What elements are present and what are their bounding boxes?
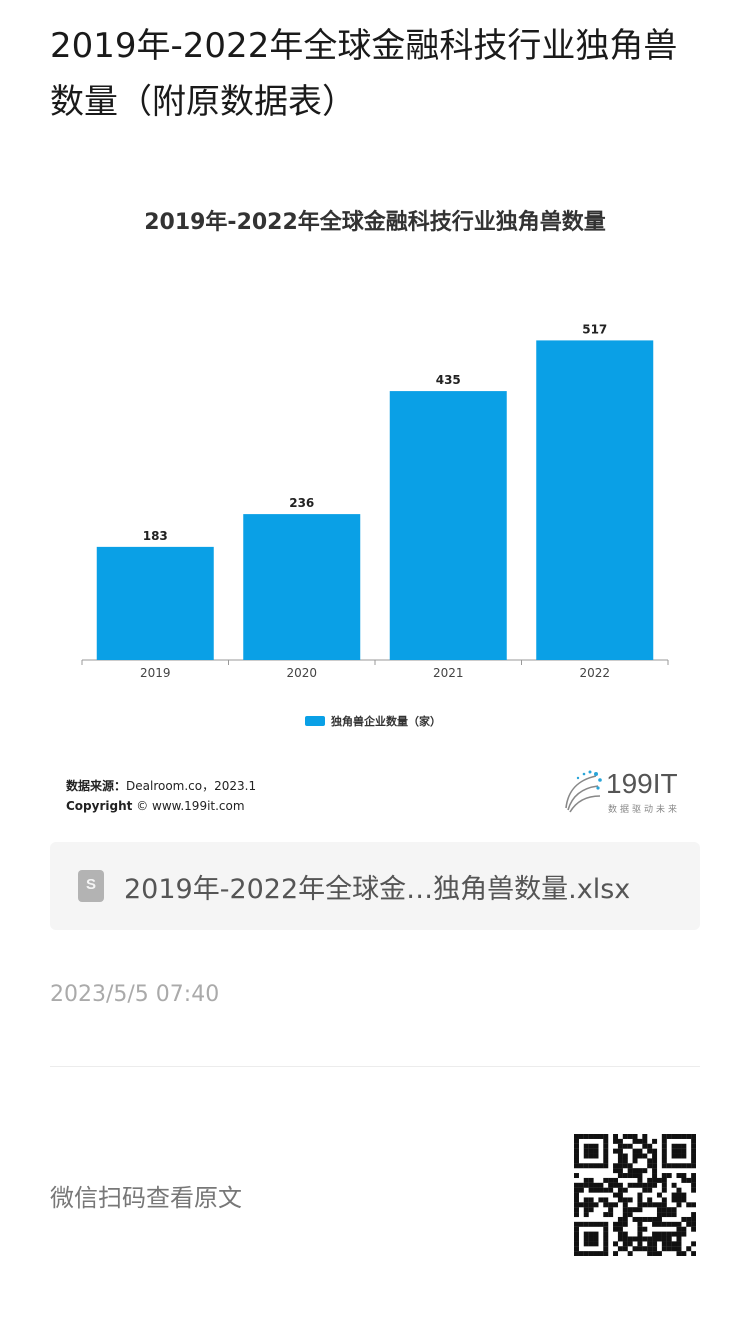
- bar-2021: [389, 391, 507, 660]
- chart-title: 2019年-2022年全球金融科技行业独角兽数量: [144, 210, 606, 235]
- chart-image: 2019年-2022年全球金融科技行业独角兽数量 183 2019 236 2020 4…: [50, 180, 700, 830]
- scan-to-view-text: 微信扫码查看原文: [50, 1184, 242, 1212]
- bar-2020: [243, 514, 361, 660]
- x-tick-label-2019: 2019: [140, 666, 171, 680]
- attachment-card[interactable]: 2019年-2022年全球金…独角兽数量.xlsx: [50, 842, 700, 930]
- copyright-text: © www.199it.com: [136, 799, 245, 813]
- legend-label: 独角兽企业数量（家）: [331, 715, 441, 728]
- chart-legend: 独角兽企业数量（家）: [305, 713, 441, 729]
- qr-code[interactable]: [574, 1134, 696, 1256]
- page-title: 2019年-2022年全球金融科技行业独角兽数量（附原数据表）: [50, 26, 678, 122]
- logo-199it: 199IT 数据驱动未来: [558, 768, 693, 818]
- source-label: 数据来源：: [66, 779, 127, 793]
- bar-2022: [536, 340, 654, 660]
- bar-2019: [96, 546, 214, 660]
- copyright-label: Copyright: [66, 799, 133, 813]
- data-label-2019: 183: [143, 529, 168, 543]
- x-tick-label-2021: 2021: [433, 666, 464, 680]
- x-tick-label-2022: 2022: [579, 666, 610, 680]
- x-tick-label-2020: 2020: [286, 666, 317, 680]
- timestamp: 2023/5/5 07:40: [50, 982, 220, 1007]
- data-source: 数据来源：Dealroom.co，2023.1 Copyright © www.…: [66, 776, 256, 816]
- logo-icon: [565, 770, 602, 813]
- attachment-filename: 2019年-2022年全球金…独角兽数量.xlsx: [124, 873, 631, 905]
- spreadsheet-file-icon: [78, 870, 104, 902]
- source-text: Dealroom.co，2023.1: [126, 779, 257, 793]
- divider: [50, 1066, 700, 1067]
- data-label-2020: 236: [289, 496, 314, 510]
- logo-tagline: 数据驱动未来: [608, 805, 681, 815]
- data-label-2021: 435: [436, 373, 461, 387]
- data-label-2022: 517: [582, 322, 607, 336]
- bar-chart: 183 2019 236 2020 435 2021 517 2022: [81, 322, 669, 680]
- legend-swatch: [305, 716, 325, 726]
- logo-text: 199IT: [606, 768, 678, 799]
